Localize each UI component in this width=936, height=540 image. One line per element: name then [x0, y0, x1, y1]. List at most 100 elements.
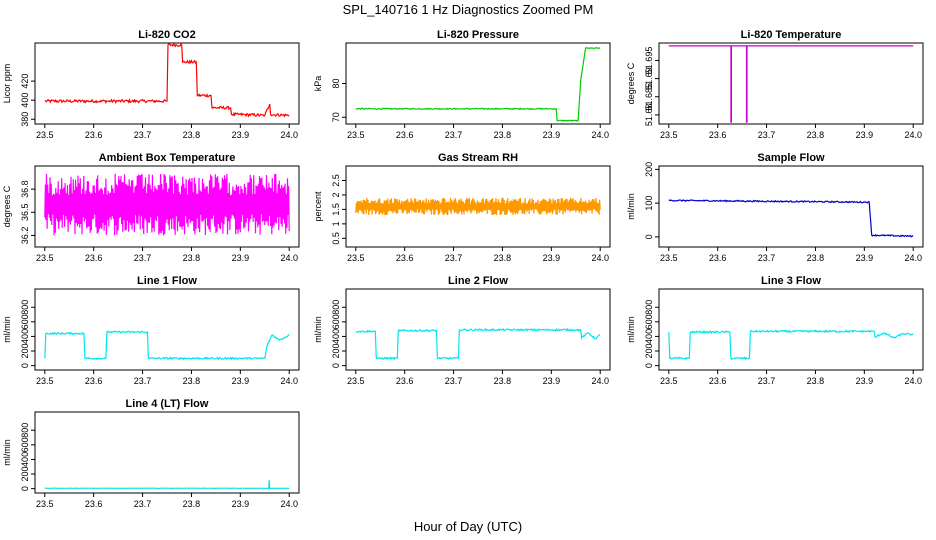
x-tick-label: 24.0 — [280, 376, 298, 386]
series-line — [668, 199, 914, 238]
x-tick-label: 23.9 — [856, 130, 874, 140]
x-tick-label: 23.7 — [758, 130, 776, 140]
x-tick-label: 23.9 — [232, 253, 250, 263]
x-tick-label: 23.7 — [134, 253, 152, 263]
x-tick-label: 23.6 — [396, 130, 414, 140]
panel-title: Line 2 Flow — [448, 275, 508, 287]
y-tick-label: 51.69 — [644, 67, 654, 90]
x-tick-label: 23.8 — [494, 376, 512, 386]
series-line — [44, 330, 290, 361]
y-axis-label: ml/min — [626, 193, 636, 220]
x-tick-label: 23.9 — [856, 253, 874, 263]
y-tick-label: 380 — [20, 112, 30, 127]
x-tick-label: 23.9 — [543, 130, 561, 140]
x-tick-label: 23.9 — [232, 130, 250, 140]
x-tick-label: 23.8 — [183, 130, 201, 140]
y-tick-label: 400 — [644, 329, 654, 344]
y-tick-label: 800 — [20, 300, 30, 315]
series-line — [355, 197, 601, 216]
x-tick-label: 23.6 — [85, 376, 103, 386]
y-tick-label: 0 — [20, 486, 30, 491]
x-tick-label: 23.8 — [183, 253, 201, 263]
x-tick-label: 24.0 — [904, 253, 922, 263]
x-tick-label: 23.9 — [543, 253, 561, 263]
y-axis-label: Licor ppm — [2, 64, 12, 104]
panel-frame — [345, 165, 611, 248]
y-tick-label: 800 — [331, 300, 341, 315]
x-tick-label: 23.5 — [660, 130, 678, 140]
x-tick-label: 23.9 — [232, 376, 250, 386]
panel-0: Li-820 CO2 23.5 23.6 23.7 23.8 23.9 24.0 380 400… — [2, 29, 300, 140]
x-tick-label: 24.0 — [280, 499, 298, 509]
y-tick-label: 200 — [644, 162, 654, 177]
x-tick-label: 23.6 — [709, 253, 727, 263]
y-tick-label: 51.68 — [644, 104, 654, 127]
panel-title: Li-820 CO2 — [138, 29, 195, 41]
panel-title: Li-820 Pressure — [437, 29, 519, 41]
x-tick-label: 23.7 — [134, 376, 152, 386]
panel-frame — [34, 165, 300, 248]
y-tick-label: 51.685 — [644, 83, 654, 111]
x-tick-label: 23.9 — [856, 376, 874, 386]
y-tick-label: 800 — [644, 300, 654, 315]
x-tick-label: 23.5 — [347, 130, 365, 140]
y-axis-label: degrees C — [626, 62, 636, 104]
x-tick-label: 24.0 — [591, 253, 609, 263]
x-tick-label: 23.7 — [758, 253, 776, 263]
x-tick-label: 24.0 — [280, 253, 298, 263]
y-tick-label: 800 — [20, 423, 30, 438]
x-tick-label: 23.6 — [85, 253, 103, 263]
x-tick-label: 24.0 — [591, 130, 609, 140]
panel-7: Line 2 Flow 23.5 23.6 23.7 23.8 23.9 24.0 0 2004… — [313, 275, 611, 386]
figure-xlabel: Hour of Day (UTC) — [414, 519, 522, 534]
y-tick-label: 600 — [644, 314, 654, 329]
y-axis-label: kPa — [313, 76, 323, 92]
panel-title: Li-820 Temperature — [741, 29, 842, 41]
panel-title: Gas Stream RH — [438, 152, 518, 164]
series-line — [668, 45, 914, 123]
y-tick-label: 36.5 — [20, 204, 30, 222]
figure-title: SPL_140716 1 Hz Diagnostics Zoomed PM — [343, 2, 594, 17]
panel-2: Li-820 Temperature 23.5 23.6 23.7 23.8 23.9 24… — [626, 29, 924, 140]
y-tick-label: 70 — [331, 112, 341, 122]
x-tick-label: 23.5 — [660, 376, 678, 386]
y-axis-label: ml/min — [2, 439, 12, 466]
x-tick-label: 24.0 — [591, 376, 609, 386]
panel-title: Line 4 (LT) Flow — [126, 398, 209, 410]
y-tick-label: 200 — [20, 467, 30, 482]
y-axis-label: degrees C — [2, 185, 12, 227]
y-tick-label: 36.8 — [20, 180, 30, 198]
panel-3: Ambient Box Temperature 23.5 23.6 23.7 23.8 2… — [2, 152, 300, 263]
y-axis-label: ml/min — [313, 316, 323, 343]
x-tick-label: 23.6 — [396, 253, 414, 263]
panel-9: Line 4 (LT) Flow 23.5 23.6 23.7 23.8 23.9 24.0… — [2, 398, 300, 509]
series-line — [355, 46, 601, 122]
x-tick-label: 23.5 — [36, 499, 54, 509]
panel-title: Sample Flow — [757, 152, 825, 164]
x-tick-label: 24.0 — [280, 130, 298, 140]
y-tick-label: 0 — [20, 363, 30, 368]
panel-5: Sample Flow 23.5 23.6 23.7 23.8 23.9 24.0 0 100 2… — [626, 152, 924, 263]
y-axis-label: ml/min — [626, 316, 636, 343]
x-tick-label: 23.9 — [232, 499, 250, 509]
x-tick-label: 23.6 — [709, 376, 727, 386]
y-tick-label: 400 — [20, 452, 30, 467]
panel-8: Line 3 Flow 23.5 23.6 23.7 23.8 23.9 24.0 0 2004… — [626, 275, 924, 386]
x-tick-label: 23.8 — [494, 130, 512, 140]
panel-title: Ambient Box Temperature — [99, 152, 236, 164]
y-tick-label: 100 — [644, 196, 654, 211]
y-tick-label: 36.2 — [20, 227, 30, 245]
x-tick-label: 23.7 — [445, 253, 463, 263]
x-tick-label: 23.9 — [543, 376, 561, 386]
y-tick-label: 200 — [644, 344, 654, 359]
panel-frame — [658, 42, 924, 125]
y-tick-label: 1 — [331, 221, 341, 226]
x-tick-label: 23.8 — [494, 253, 512, 263]
panel-frame — [658, 165, 924, 248]
x-tick-label: 23.7 — [134, 499, 152, 509]
y-tick-label: 600 — [20, 314, 30, 329]
x-tick-label: 23.6 — [85, 130, 103, 140]
x-tick-label: 23.6 — [396, 376, 414, 386]
panel-frame — [658, 288, 924, 371]
y-tick-label: 400 — [20, 329, 30, 344]
